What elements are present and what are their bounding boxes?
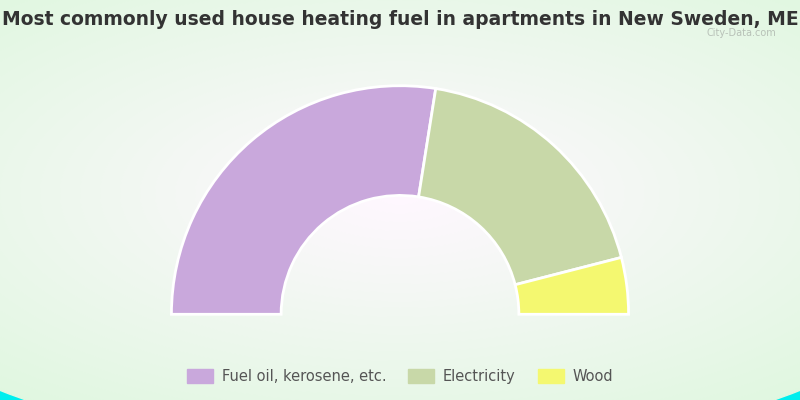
- Circle shape: [20, 26, 780, 361]
- Circle shape: [310, 154, 490, 233]
- Circle shape: [0, 4, 800, 383]
- Circle shape: [120, 70, 680, 317]
- Text: City-Data.com: City-Data.com: [706, 28, 776, 38]
- Circle shape: [320, 158, 480, 229]
- Circle shape: [115, 68, 685, 319]
- Circle shape: [130, 75, 670, 312]
- Circle shape: [5, 20, 795, 367]
- Legend: Fuel oil, kerosene, etc., Electricity, Wood: Fuel oil, kerosene, etc., Electricity, W…: [181, 363, 619, 390]
- Circle shape: [295, 148, 505, 240]
- Circle shape: [240, 123, 560, 264]
- Circle shape: [375, 182, 425, 205]
- Circle shape: [270, 136, 530, 251]
- Circle shape: [105, 64, 695, 323]
- Circle shape: [180, 97, 620, 290]
- Circle shape: [340, 167, 460, 220]
- Circle shape: [80, 53, 720, 334]
- Circle shape: [335, 165, 465, 222]
- Circle shape: [175, 95, 625, 293]
- Circle shape: [15, 24, 785, 363]
- Circle shape: [170, 92, 630, 295]
- Circle shape: [190, 101, 610, 286]
- Circle shape: [110, 66, 690, 321]
- Circle shape: [260, 132, 540, 255]
- Circle shape: [0, 7, 800, 381]
- Circle shape: [65, 46, 735, 341]
- Circle shape: [0, 13, 800, 374]
- Circle shape: [360, 176, 440, 211]
- Circle shape: [25, 29, 775, 358]
- Circle shape: [215, 112, 585, 275]
- Circle shape: [315, 156, 485, 231]
- Text: Most commonly used house heating fuel in apartments in New Sweden, ME: Most commonly used house heating fuel in…: [2, 10, 798, 29]
- Circle shape: [250, 128, 550, 260]
- Circle shape: [135, 77, 665, 310]
- Circle shape: [255, 130, 545, 258]
- Circle shape: [90, 57, 710, 330]
- Circle shape: [0, 15, 800, 372]
- Circle shape: [50, 40, 750, 348]
- Circle shape: [0, 18, 800, 370]
- Circle shape: [35, 33, 765, 354]
- Circle shape: [330, 163, 470, 224]
- Circle shape: [385, 187, 415, 200]
- Circle shape: [125, 73, 675, 314]
- Circle shape: [60, 44, 740, 343]
- Circle shape: [160, 88, 640, 299]
- Wedge shape: [171, 86, 436, 314]
- Circle shape: [195, 103, 605, 284]
- Circle shape: [235, 121, 565, 266]
- Circle shape: [185, 99, 615, 288]
- Circle shape: [30, 31, 770, 356]
- Circle shape: [300, 150, 500, 238]
- Circle shape: [165, 90, 635, 297]
- Circle shape: [350, 172, 450, 216]
- Circle shape: [150, 84, 650, 304]
- Circle shape: [0, 2, 800, 385]
- Circle shape: [395, 192, 405, 196]
- Circle shape: [355, 174, 445, 213]
- Circle shape: [225, 117, 575, 270]
- Circle shape: [0, 11, 800, 376]
- Wedge shape: [515, 258, 629, 314]
- Circle shape: [380, 185, 420, 202]
- Circle shape: [55, 42, 745, 345]
- Circle shape: [0, 0, 800, 387]
- Circle shape: [10, 22, 790, 365]
- Circle shape: [390, 189, 410, 198]
- Circle shape: [285, 143, 515, 244]
- Circle shape: [0, 0, 800, 390]
- Circle shape: [220, 114, 580, 273]
- Circle shape: [200, 106, 600, 282]
- Circle shape: [205, 108, 595, 279]
- Circle shape: [365, 178, 435, 209]
- Circle shape: [245, 125, 555, 262]
- Circle shape: [280, 141, 520, 246]
- Circle shape: [305, 152, 495, 235]
- Circle shape: [40, 35, 760, 352]
